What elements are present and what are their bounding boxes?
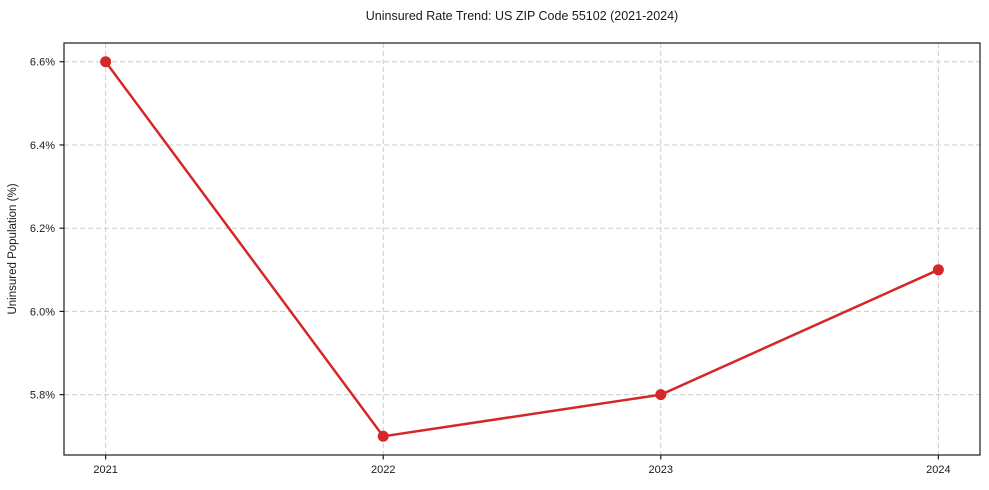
data-point-marker xyxy=(377,430,389,442)
data-point-marker xyxy=(100,56,112,68)
y-axis-tick-label: 6.2% xyxy=(30,223,55,235)
x-axis-tick-label: 2022 xyxy=(371,464,395,476)
plot-border xyxy=(63,42,981,456)
x-axis-tick-label: 2023 xyxy=(649,464,673,476)
y-axis-tick-label: 6.4% xyxy=(30,140,55,152)
data-point-marker xyxy=(932,264,944,276)
y-axis-tick-label: 6.6% xyxy=(30,57,55,69)
chart-title: Uninsured Rate Trend: US ZIP Code 55102 … xyxy=(365,9,679,23)
y-axis-tick-label: 5.8% xyxy=(30,390,55,402)
y-axis-tick-label: 6.0% xyxy=(30,306,55,318)
data-point-marker xyxy=(655,389,667,401)
trend-line xyxy=(104,60,940,438)
x-axis-tick-label: 2024 xyxy=(926,464,950,476)
x-axis-tick-label: 2021 xyxy=(93,464,117,476)
